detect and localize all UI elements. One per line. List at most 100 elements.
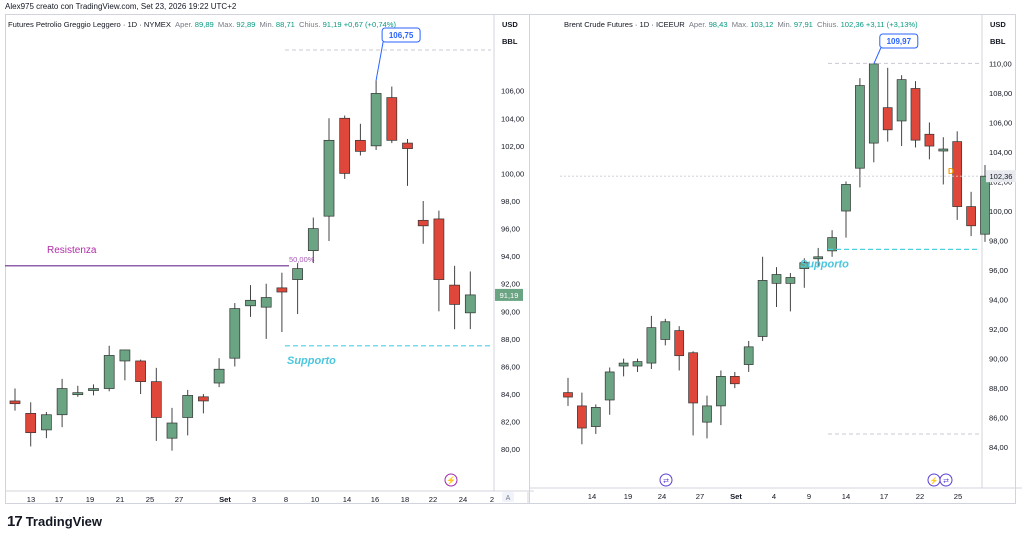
price-tick-label: 88,00 xyxy=(989,384,1008,393)
candle-body[interactable] xyxy=(135,360,146,382)
candle-body[interactable] xyxy=(88,388,99,391)
legend-high-label: Max. xyxy=(217,20,235,29)
legend-close-value: 102,36 xyxy=(840,20,864,29)
candle-body[interactable] xyxy=(563,392,573,398)
candle-body[interactable] xyxy=(355,139,366,152)
candle-body[interactable] xyxy=(213,368,225,384)
candle-body[interactable] xyxy=(632,361,643,367)
candle-body[interactable] xyxy=(604,371,615,401)
candle-body[interactable] xyxy=(868,63,879,144)
candle-body[interactable] xyxy=(150,381,162,418)
candle-body[interactable] xyxy=(9,400,21,405)
dividend-marker[interactable]: D xyxy=(948,167,954,176)
candle-body[interactable] xyxy=(757,280,768,337)
candle-body[interactable] xyxy=(855,85,865,169)
tradingview-logo-icon: 17 xyxy=(7,513,23,530)
candle-body[interactable] xyxy=(25,413,37,434)
candle-body[interactable] xyxy=(260,297,272,308)
candle-body[interactable] xyxy=(882,107,893,131)
time-tick-label: 14 xyxy=(842,492,850,501)
candle-body[interactable] xyxy=(198,396,209,402)
candle-body[interactable] xyxy=(938,148,949,152)
symbol-legend[interactable]: Brent Crude Futures · 1D · ICEEUR Aper. 9… xyxy=(564,20,918,29)
support-label[interactable]: Supporto xyxy=(287,355,336,367)
candle-body[interactable] xyxy=(307,228,319,251)
split-arrow-icon[interactable] xyxy=(939,473,953,487)
candle-body[interactable] xyxy=(716,376,726,407)
candle-body[interactable] xyxy=(339,117,351,174)
price-tick-label: 84,00 xyxy=(989,443,1008,452)
candle-body[interactable] xyxy=(72,392,84,396)
price-chart-wti[interactable]: USD BBL 106,00 104,00 102,00 100,00 98,00 96,00… xyxy=(5,14,534,504)
candle-body[interactable] xyxy=(924,133,935,147)
lightning-icon[interactable] xyxy=(444,473,458,487)
peak-price-callout[interactable] xyxy=(381,27,421,43)
candle-body[interactable] xyxy=(166,422,178,439)
candle-body[interactable] xyxy=(952,141,963,207)
time-tick-label: 10 xyxy=(311,495,319,504)
candle-body[interactable] xyxy=(743,346,754,365)
symbol-title[interactable]: Futures Petrolio Greggio Leggero · 1D · … xyxy=(8,20,171,29)
candle-body[interactable] xyxy=(729,376,740,385)
time-tick-label: 24 xyxy=(459,495,467,504)
candle-body[interactable] xyxy=(323,139,335,217)
candle-body[interactable] xyxy=(702,405,712,423)
time-tick-label: 27 xyxy=(696,492,704,501)
legend-low-value: 97,91 xyxy=(793,20,813,29)
time-tick-label: Set xyxy=(219,495,231,504)
candle-body[interactable] xyxy=(841,184,851,212)
symbol-legend[interactable]: Futures Petrolio Greggio Leggero · 1D · … xyxy=(8,20,396,29)
time-tick-label: 19 xyxy=(624,492,632,501)
candle-body[interactable] xyxy=(449,284,460,305)
candle-body[interactable] xyxy=(827,237,837,252)
candle-body[interactable] xyxy=(182,395,194,418)
candle-body[interactable] xyxy=(590,407,601,427)
symbol-title[interactable]: Brent Crude Futures · 1D · ICEEUR xyxy=(564,20,685,29)
candle-body[interactable] xyxy=(229,308,241,359)
candle-body[interactable] xyxy=(771,274,782,284)
candle-body[interactable] xyxy=(402,142,413,149)
support-label[interactable]: Supporto xyxy=(800,258,849,270)
candle-body[interactable] xyxy=(433,218,445,280)
candle-body[interactable] xyxy=(292,268,303,280)
candle-body[interactable] xyxy=(56,388,68,416)
resistance-label[interactable]: Resistenza xyxy=(47,245,97,256)
tradingview-logo[interactable]: 17 TradingView xyxy=(7,513,102,530)
candle-body[interactable] xyxy=(646,327,657,364)
candle-body[interactable] xyxy=(980,175,990,235)
candle-body[interactable] xyxy=(41,414,52,431)
candle-body[interactable] xyxy=(785,277,796,284)
price-tick-label: 96,00 xyxy=(989,266,1008,275)
candle-body[interactable] xyxy=(386,97,398,141)
peak-price-label: 106,75 xyxy=(389,31,414,40)
chart-pane-brent[interactable]: Brent Crude Futures · 1D · ICEEUR Aper. 9… xyxy=(530,14,1022,504)
chart-pane-wti[interactable]: Futures Petrolio Greggio Leggero · 1D · … xyxy=(5,14,534,504)
candle-body[interactable] xyxy=(370,93,382,147)
candle-body[interactable] xyxy=(896,79,907,122)
legend-high-value: 92,89 xyxy=(236,20,256,29)
candle-body[interactable] xyxy=(417,219,429,227)
peak-callout-pointer xyxy=(873,47,882,65)
candle-body[interactable] xyxy=(910,88,921,141)
candle-body[interactable] xyxy=(577,405,587,429)
candle-body[interactable] xyxy=(245,299,256,307)
legend-low-label: Min. xyxy=(259,20,274,29)
candle-body[interactable] xyxy=(799,262,810,269)
candle-body[interactable] xyxy=(966,206,976,227)
candle-body[interactable] xyxy=(660,321,671,340)
price-chart-brent[interactable]: USDBBL110,00108,00106,00104,00102,00100,… xyxy=(530,14,1022,504)
candle-body[interactable] xyxy=(103,355,115,389)
candle-body[interactable] xyxy=(618,362,629,367)
candle-body[interactable] xyxy=(688,352,698,404)
candle-body[interactable] xyxy=(674,330,685,357)
pane-divider[interactable] xyxy=(529,14,530,504)
split-arrow-icon[interactable] xyxy=(659,473,673,487)
candle-body[interactable] xyxy=(276,287,288,293)
price-tick-label: 92,00 xyxy=(989,325,1008,334)
peak-price-callout[interactable] xyxy=(879,33,919,49)
candle-body[interactable] xyxy=(813,256,824,260)
candle-body[interactable] xyxy=(119,349,131,362)
axis-button-a-label: A xyxy=(506,495,511,502)
axis-button-a[interactable] xyxy=(502,492,514,502)
candle-body[interactable] xyxy=(464,294,476,314)
